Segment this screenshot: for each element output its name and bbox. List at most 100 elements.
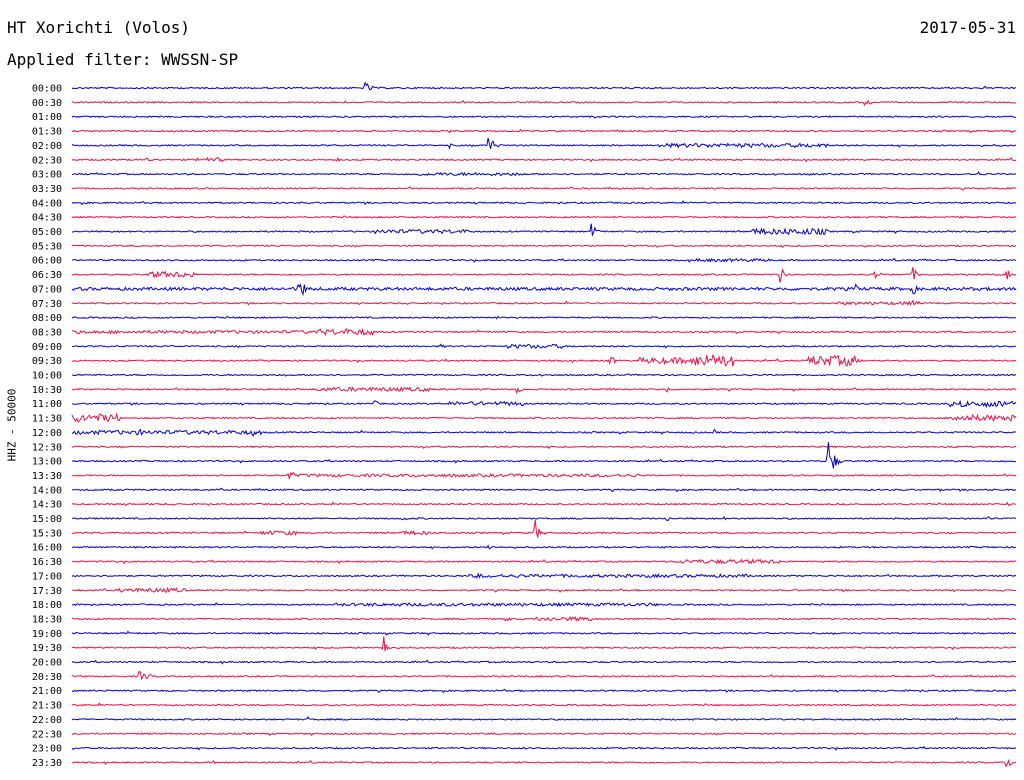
time-label: 13:00: [32, 457, 62, 468]
time-label: 03:00: [32, 170, 62, 181]
time-label: 12:30: [32, 442, 62, 453]
trace-line: [71, 215, 1017, 219]
time-label: 20:00: [32, 658, 62, 669]
time-label: 10:00: [32, 371, 62, 382]
trace-line: [72, 586, 1016, 593]
trace-line: [71, 186, 1016, 191]
time-label: 15:00: [32, 514, 62, 525]
time-label: 11:30: [32, 414, 62, 425]
time-label: 23:30: [32, 758, 62, 769]
trace-line: [71, 544, 1017, 550]
trace-line: [71, 601, 1017, 608]
trace-line: [71, 99, 1017, 107]
trace-line: [71, 223, 1017, 237]
trace-line: [71, 137, 1017, 150]
trace-line: [71, 353, 1017, 367]
time-label: 00:00: [32, 84, 62, 95]
trace-line: [71, 442, 1017, 469]
trace-line: [71, 715, 1017, 721]
time-label: 14:00: [32, 485, 62, 496]
time-label: 22:00: [32, 715, 62, 726]
time-label: 17:30: [32, 586, 62, 597]
station-title: HT Xorichti (Volos): [7, 18, 191, 37]
time-label: 14:30: [32, 500, 62, 511]
time-label: 02:30: [32, 155, 62, 166]
trace-line: [71, 385, 1017, 395]
trace-line: [71, 267, 1017, 283]
time-label: 23:00: [32, 744, 62, 755]
trace-line: [71, 156, 1017, 163]
time-label: 01:30: [32, 127, 62, 138]
time-label: 13:30: [32, 471, 62, 482]
time-label: 19:00: [32, 629, 62, 640]
time-label: 04:30: [32, 213, 62, 224]
trace-line: [71, 257, 1017, 263]
trace-line: [71, 572, 1017, 579]
time-label: 05:30: [32, 241, 62, 252]
time-label: 19:30: [32, 643, 62, 654]
trace-line: [71, 283, 1017, 297]
time-label: 02:00: [32, 141, 62, 152]
time-label: 15:30: [32, 528, 62, 539]
trace-line: [71, 615, 1016, 622]
trace-line: [71, 327, 1017, 337]
trace-line: [71, 487, 1017, 493]
trace-line: [71, 471, 1017, 480]
trace-line: [71, 688, 1017, 694]
time-label: 21:30: [32, 701, 62, 712]
trace-line: [71, 519, 1017, 538]
time-label: 22:30: [32, 729, 62, 740]
trace-line: [71, 399, 1017, 409]
trace-line: [71, 244, 1017, 249]
trace-line: [71, 315, 1017, 320]
trace-line: [71, 558, 1017, 565]
time-label: 21:00: [32, 686, 62, 697]
time-label: 18:00: [32, 600, 62, 611]
time-label: 18:30: [32, 614, 62, 625]
trace-line: [71, 428, 1016, 437]
trace-line: [71, 758, 1017, 768]
trace-line: [71, 702, 1017, 707]
date-label: 2017-05-31: [919, 18, 1016, 37]
time-label: 07:00: [32, 284, 62, 295]
trace-line: [72, 670, 1017, 681]
trace-line: [71, 630, 1017, 636]
time-label: 06:30: [32, 270, 62, 281]
trace-line: [71, 373, 1017, 377]
time-label: 20:30: [32, 672, 62, 683]
time-label: 08:30: [32, 327, 62, 338]
trace-line: [71, 170, 1017, 177]
trace-line: [71, 745, 1017, 751]
time-label: 10:30: [32, 385, 62, 396]
time-label: 16:00: [32, 543, 62, 554]
filter-label: Applied filter: WWSSN-SP: [7, 50, 239, 69]
trace-line: [71, 81, 1017, 91]
trace-line: [71, 515, 1017, 522]
trace-line: [71, 128, 1017, 134]
time-label: 11:00: [32, 399, 62, 410]
time-label: 16:30: [32, 557, 62, 568]
trace-line: [71, 732, 1017, 737]
time-label: 00:30: [32, 98, 62, 109]
time-label: 12:00: [32, 428, 62, 439]
time-label: 08:00: [32, 313, 62, 324]
trace-line: [71, 501, 1017, 507]
time-label: 03:30: [32, 184, 62, 195]
time-label: 09:30: [32, 356, 62, 367]
time-label: 05:00: [32, 227, 62, 238]
time-label: 07:30: [32, 299, 62, 310]
trace-line: [71, 445, 1017, 450]
trace-line: [71, 412, 1017, 423]
time-label: 01:00: [32, 112, 62, 123]
time-label: 04:00: [32, 198, 62, 209]
time-label: 06:00: [32, 256, 62, 267]
trace-line: [71, 659, 1017, 665]
trace-line: [71, 343, 1017, 350]
trace-line: [71, 299, 1017, 306]
time-label: 17:00: [32, 571, 62, 582]
time-label: 09:00: [32, 342, 62, 353]
trace-line: [71, 200, 1017, 206]
trace-line: [71, 636, 1017, 652]
trace-line: [71, 114, 1016, 119]
